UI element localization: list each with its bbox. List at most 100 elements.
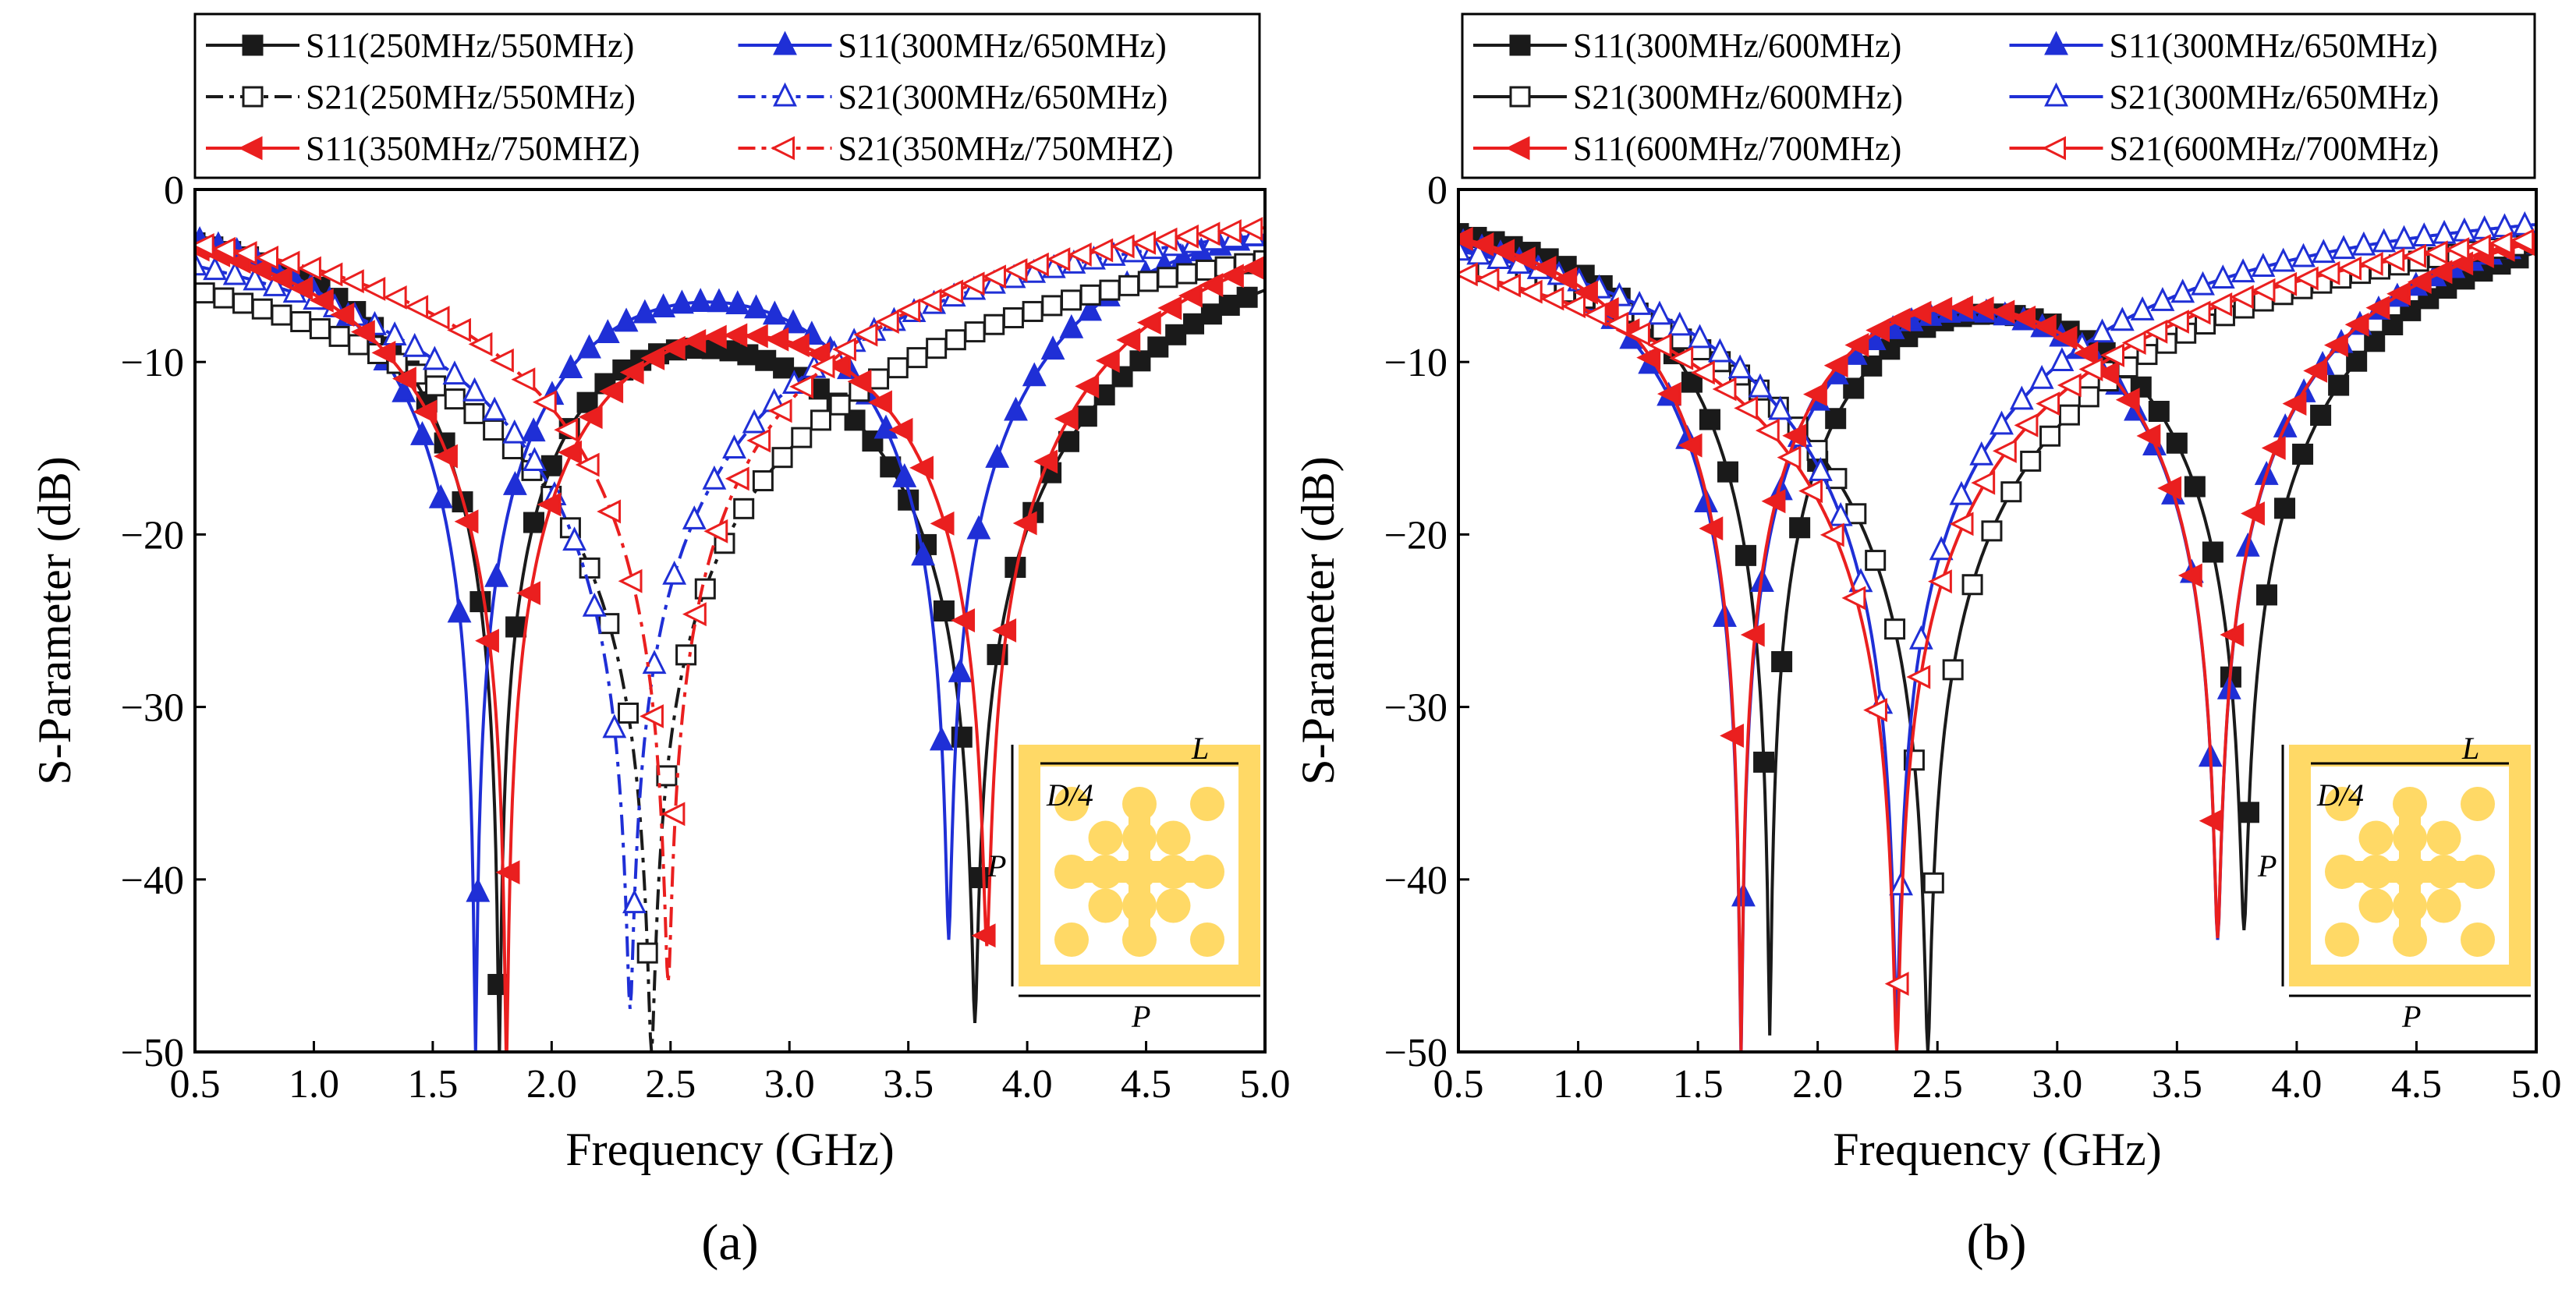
marker-s5-21 (1906, 664, 1931, 689)
x-tick-label-7: 4.0 (1002, 1062, 1053, 1107)
marker-sL2-0 (242, 86, 264, 108)
marker-s5-47 (1196, 221, 1221, 246)
marker-s2-22 (1884, 618, 1906, 640)
marker-s5-0 (1458, 262, 1478, 287)
legend-label-4: S11(600MHz/700MHz) (1573, 129, 1901, 168)
marker-s4-42 (2323, 333, 2348, 358)
marker-s0-41 (2184, 476, 2206, 498)
marker-s2-3 (251, 298, 273, 320)
marker-s4-1 (1469, 232, 1494, 257)
inset-label-P-horizontal: P (1131, 999, 1150, 1034)
marker-s0-15 (1717, 461, 1738, 483)
marker-s5-41 (1067, 243, 1092, 267)
marker-s4-38 (2241, 501, 2265, 526)
marker-s2-40 (964, 321, 986, 343)
marker-s2-31 (2058, 404, 2080, 426)
marker-s4-25 (1969, 296, 1994, 320)
marker-s1-41 (948, 658, 973, 682)
marker-s4-14 (475, 629, 499, 653)
marker-s5-16 (1798, 479, 1823, 504)
marker-s5-40 (1046, 247, 1071, 271)
inset-disk-3 (1088, 820, 1123, 855)
inset-label-L: L (2461, 731, 2479, 766)
marker-s5-48 (2488, 231, 2513, 256)
marker-s2-35 (868, 368, 890, 390)
marker-s1-22 (595, 319, 620, 344)
marker-s5-29 (2078, 357, 2103, 381)
marker-s3-19 (562, 526, 587, 551)
marker-s5-13 (468, 331, 493, 356)
y-tick-label-3: −30 (1384, 686, 1447, 731)
marker-s4-32 (847, 369, 872, 394)
marker-s5-17 (1819, 522, 1844, 547)
marker-s5-31 (2121, 331, 2146, 355)
marker-s4-23 (1928, 296, 1953, 321)
marker-s5-33 (2165, 310, 2189, 334)
marker-s5-18 (1841, 586, 1866, 611)
marker-s3-26 (702, 465, 727, 490)
panel-label: (a) (701, 1214, 758, 1271)
marker-s3-38 (2210, 264, 2235, 289)
marker-s0-22 (576, 391, 598, 413)
marker-s4-33 (2136, 423, 2161, 448)
marker-s3-41 (2271, 247, 2296, 272)
marker-s3-20 (582, 592, 607, 617)
marker-s5-23 (682, 602, 707, 627)
marker-s0-42 (2202, 541, 2223, 563)
marker-s5-40 (2316, 260, 2340, 285)
series-markers-5 (195, 217, 1263, 827)
marker-s0-30 (719, 340, 741, 362)
marker-s0-20 (540, 455, 562, 476)
marker-s5-31 (853, 322, 878, 347)
inset-disk-5 (1156, 820, 1191, 855)
marker-s1-47 (1059, 313, 1084, 338)
marker-s4-34 (888, 417, 913, 442)
marker-s2-26 (1961, 574, 1983, 596)
x-tick-label-4: 2.5 (1912, 1062, 1963, 1107)
marker-s5-16 (532, 390, 557, 415)
marker-s3-21 (602, 714, 627, 738)
marker-s3-40 (2251, 253, 2276, 277)
y-tick-label-1: −10 (121, 341, 184, 385)
marker-s5-35 (939, 279, 964, 304)
marker-s5-27 (2036, 391, 2060, 416)
marker-s3-29 (2029, 364, 2054, 389)
marker-s3-33 (2110, 306, 2135, 331)
marker-s2-21 (598, 613, 620, 635)
y-tick-label-0: 0 (1427, 168, 1447, 213)
marker-s4-47 (2428, 260, 2453, 285)
marker-s3-1 (203, 256, 228, 281)
marker-s0-44 (2238, 802, 2259, 823)
marker-s2-47 (1099, 279, 1121, 301)
marker-s4-30 (2074, 341, 2099, 366)
marker-s1-13 (428, 483, 453, 508)
marker-s1-43 (985, 444, 1010, 468)
marker-sL1-0 (773, 30, 797, 55)
marker-s4-35 (909, 455, 934, 480)
marker-s3-30 (2050, 347, 2075, 371)
marker-s4-3 (247, 257, 272, 282)
legend-label-5: S21(350MHz/750MHZ) (838, 129, 1174, 168)
legend-label-3: S21(300MHz/650MHz) (838, 78, 1168, 116)
marker-s4-46 (2407, 270, 2432, 295)
marker-s1-27 (688, 288, 713, 313)
x-axis-title: Frequency (GHz) (1833, 1124, 2162, 1175)
marker-s0-31 (737, 344, 759, 366)
marker-s5-2 (232, 241, 257, 265)
legend-label-3: S21(300MHz/650MHz) (2110, 78, 2440, 116)
y-tick-label-4: −40 (121, 859, 184, 903)
marker-s4-40 (1012, 511, 1037, 536)
marker-s5-1 (1475, 267, 1500, 292)
marker-s4-31 (827, 353, 851, 378)
marker-s1-24 (632, 299, 657, 324)
inset-disk-13 (1156, 888, 1191, 923)
marker-s5-15 (511, 367, 536, 392)
marker-s5-25 (725, 466, 749, 491)
marker-s4-19 (1844, 333, 1869, 357)
marker-s5-5 (1561, 294, 1586, 319)
marker-s3-13 (1707, 338, 1732, 363)
inset-disk-3 (2358, 820, 2394, 855)
marker-s2-6 (309, 318, 331, 340)
legend-label-5: S21(600MHz/700MHz) (2110, 129, 2440, 168)
marker-s4-42 (1054, 406, 1079, 431)
